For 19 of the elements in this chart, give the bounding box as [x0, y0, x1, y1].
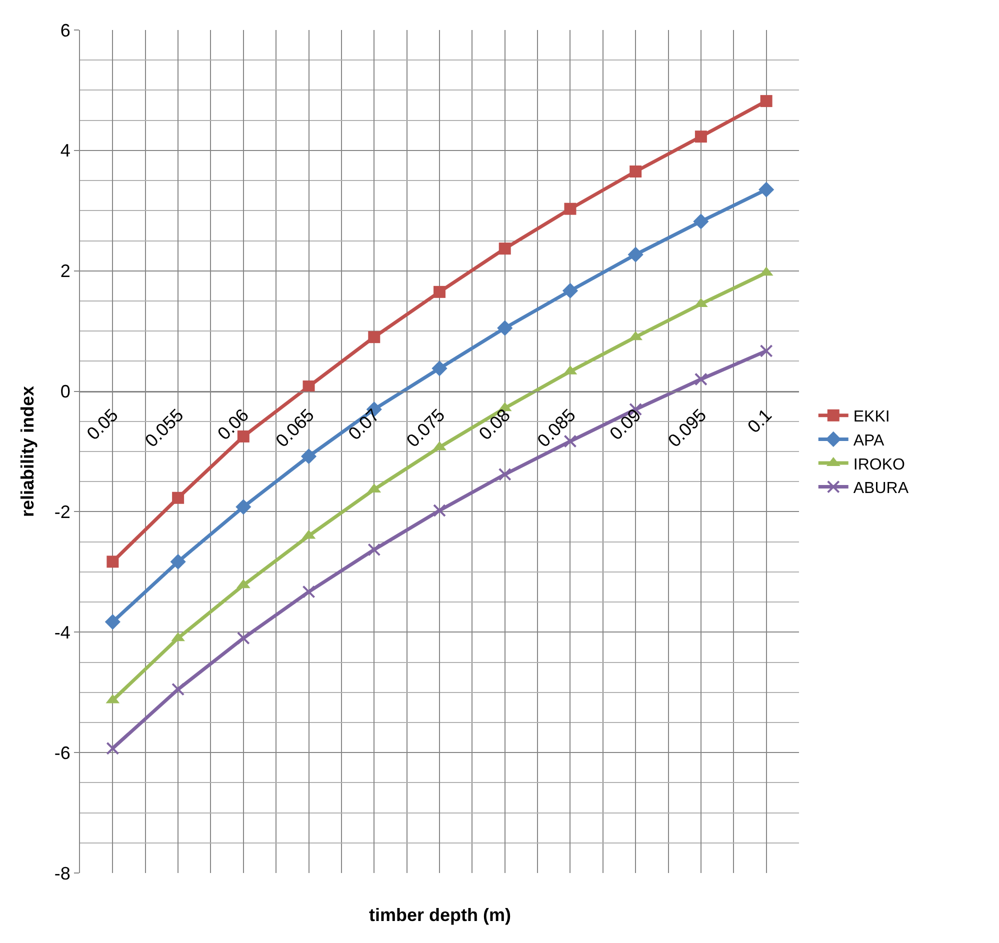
x-tick-label: 0.05 — [82, 404, 122, 444]
x-tick-label: 0.09 — [606, 404, 645, 444]
y-tick-label: -6 — [54, 742, 70, 763]
x-tick-label: 0.08 — [475, 404, 514, 444]
legend-label: ABURA — [853, 480, 909, 498]
y-tick-label: -2 — [54, 502, 70, 522]
y-tick-label: 2 — [60, 261, 70, 282]
y-tick-label: 6 — [60, 20, 70, 40]
legend-label: EKKI — [853, 408, 890, 426]
y-tick-label: 4 — [60, 140, 70, 161]
y-tick-label: -4 — [54, 622, 70, 642]
legend-label: IROKO — [853, 456, 905, 474]
x-axis-title: timber depth (m) — [369, 905, 511, 925]
legend-label: APA — [853, 432, 885, 450]
x-tick-label: 0.1 — [744, 404, 776, 437]
x-tick-label: 0.06 — [214, 404, 253, 444]
y-tick-label: 0 — [60, 382, 70, 402]
y-tick-label: -8 — [54, 863, 70, 884]
y-axis-title: reliability index — [18, 386, 38, 518]
